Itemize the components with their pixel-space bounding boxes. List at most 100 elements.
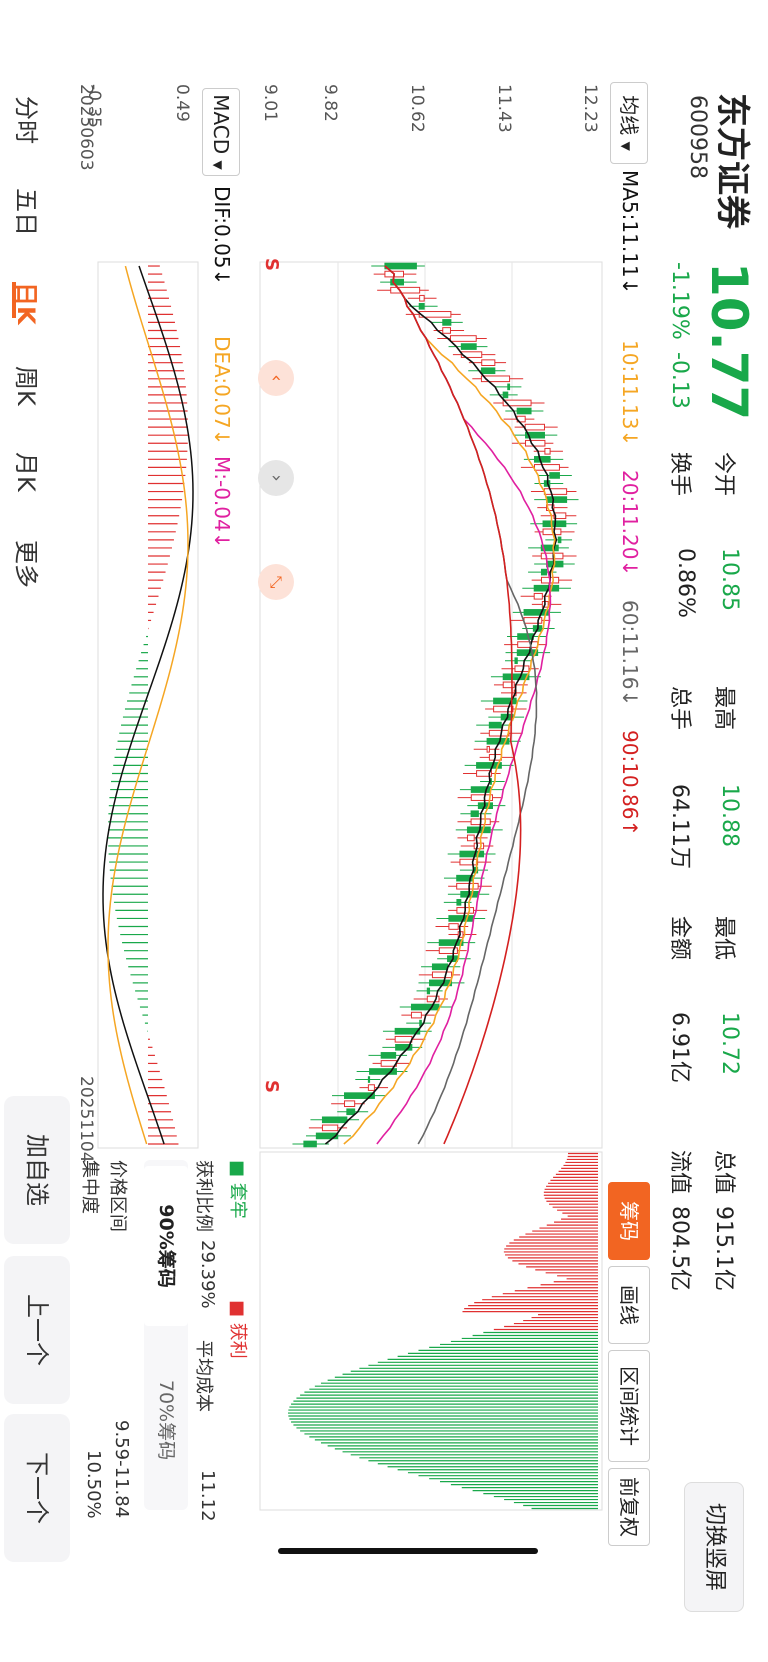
ma10-line [343, 265, 556, 1145]
profit-legend: ■ 获利 [227, 1300, 248, 1359]
candle-body [507, 383, 511, 391]
tab-more[interactable]: 更多 [12, 540, 40, 588]
candle-body [448, 915, 474, 922]
candle-body [543, 488, 568, 495]
concentration-label: 集中度 [79, 1160, 100, 1214]
candle-body [480, 367, 496, 375]
previous-stock-button[interactable]: 上一个 [4, 1256, 70, 1404]
price-grid [97, 261, 603, 1149]
m-value: M:-0.04↓ [210, 456, 234, 549]
candle-body [321, 1124, 339, 1132]
candle-body [544, 447, 551, 455]
candle-body [502, 399, 532, 407]
candle-body [321, 1116, 348, 1124]
dea-line [107, 265, 189, 1145]
profit-ratio-value: 29.39% [197, 1240, 218, 1309]
candle-body [525, 439, 546, 447]
candle-body [476, 770, 492, 777]
next-stock-button[interactable]: 下一个 [4, 1414, 70, 1562]
candle-body [502, 391, 509, 399]
candle-body [429, 979, 453, 987]
candle-body [516, 407, 532, 415]
candle-body [315, 1132, 339, 1140]
candle-body [514, 657, 518, 665]
avg-cost-label: 平均成本 [193, 1340, 214, 1412]
candle-body [419, 294, 425, 302]
candle-body [488, 721, 502, 729]
add-watchlist-button[interactable]: 加自选 [4, 1096, 70, 1244]
candle-body [525, 431, 545, 439]
candle-body [303, 1140, 317, 1148]
candle-body [410, 1011, 422, 1019]
candle-body [418, 311, 452, 318]
candle-body [460, 351, 483, 358]
tab-weekly-k[interactable]: 周K [12, 366, 40, 406]
price-frame [259, 261, 603, 1149]
tab-daily-k[interactable]: 日K [12, 282, 40, 325]
candle-body [486, 745, 490, 753]
candle-body [557, 536, 562, 544]
candle-body [517, 633, 534, 640]
price-axis-2: 11.43 [494, 84, 514, 133]
candle-body [380, 1052, 397, 1059]
profit-ratio-label: 获利比例 [193, 1160, 214, 1232]
dif-line [102, 265, 194, 1145]
macd-histogram [102, 265, 194, 1145]
candle-body [390, 286, 421, 294]
candle-body [459, 850, 485, 858]
candle-body [470, 810, 479, 818]
zoom-in-icon[interactable]: › [258, 460, 294, 496]
candle-body [442, 319, 452, 326]
candle-body [533, 584, 560, 592]
candle-body [481, 359, 496, 367]
profit-label: 获利 [227, 1322, 248, 1359]
candle-body [410, 1003, 440, 1011]
dif-value: DIF:0.05↓ [210, 186, 234, 286]
candle-body [367, 1084, 375, 1091]
candle-body [540, 568, 548, 576]
price-axis-bottom: 9.01 [260, 84, 280, 122]
start-date: 20250603 [76, 84, 96, 171]
end-date: 20251104 [76, 1076, 96, 1163]
candle-body [438, 939, 464, 946]
chip-frame [259, 1151, 603, 1511]
collapse-icon[interactable]: ‹ [258, 360, 294, 396]
candle-body [534, 464, 560, 471]
candle-body [517, 641, 539, 648]
tab-five-day[interactable]: 五日 [12, 188, 40, 236]
sell-marker-1: S [261, 258, 282, 271]
candle-body [524, 423, 545, 431]
candle-body [546, 496, 568, 503]
dropdown-icon: ▼ [211, 160, 225, 170]
candle-body [419, 1019, 422, 1027]
candle-body [488, 729, 510, 737]
tab-intraday[interactable]: 分时 [12, 96, 40, 144]
price-axis-top: 12.23 [580, 84, 600, 133]
candle-body [418, 302, 425, 310]
macd-selector[interactable]: MACD ▼ [202, 88, 240, 176]
candle-body [549, 472, 560, 479]
macd-selector-label: MACD [209, 94, 233, 155]
candle-body [466, 834, 475, 842]
macd-frame [97, 261, 199, 1149]
candle-body [523, 609, 549, 616]
tab-70-chips[interactable]: 70%筹码 [155, 1379, 177, 1461]
candle-body [540, 552, 564, 560]
macd-axis-top: 0.49 [172, 84, 192, 122]
tab-90-chips[interactable]: 90%筹码 [144, 1166, 188, 1326]
candle-body [448, 923, 459, 930]
candle-body [493, 705, 514, 713]
candle-body [394, 1035, 413, 1043]
chip-distribution [259, 1151, 603, 1511]
candle-body [426, 995, 440, 1003]
candle-body [394, 1027, 421, 1035]
candle-body [344, 1100, 356, 1108]
tab-monthly-k[interactable]: 月K [12, 452, 40, 492]
candle-body [456, 899, 462, 906]
ma90-line [384, 265, 522, 1145]
candle-body [533, 592, 543, 600]
candle-body [344, 1092, 375, 1099]
candle-body [470, 794, 493, 801]
expand-icon[interactable]: ⤡ [258, 564, 294, 600]
